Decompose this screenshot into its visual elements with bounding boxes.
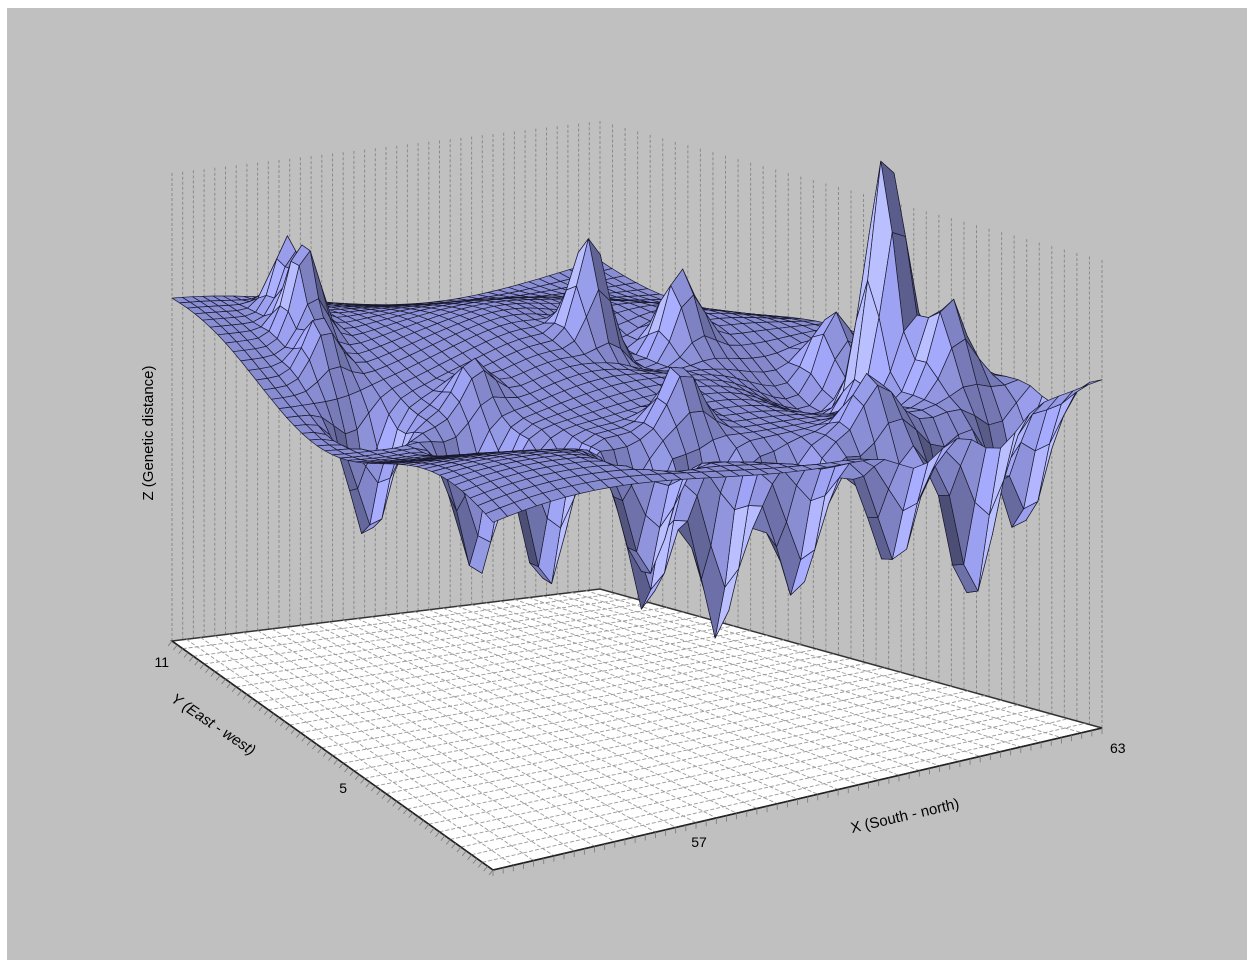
- y-axis-tick: [231, 686, 237, 693]
- floor-gridline: [268, 630, 751, 711]
- genetic-distance-surface: [171, 160, 1103, 639]
- y-axis-tick: [290, 728, 296, 735]
- floor-gridline: [414, 611, 839, 790]
- y-axis-tick: [365, 781, 371, 788]
- y-axis-tick: [338, 762, 344, 769]
- y-axis-tick: [199, 663, 205, 670]
- floor-gridline: [204, 602, 651, 665]
- y-axis-tick: [424, 823, 430, 830]
- floor-gridlines: [171, 590, 1103, 871]
- y-axis-tick: [205, 667, 210, 673]
- floor-gridline: [214, 607, 667, 672]
- floor-gridline: [182, 593, 617, 650]
- y-axis-tick: [280, 720, 285, 727]
- y-axis-tick: [226, 682, 232, 689]
- y-axis-tick: [429, 827, 435, 834]
- y-axis-tick: [328, 755, 333, 761]
- axis-ticks: [167, 640, 1103, 876]
- floor-gridline: [278, 634, 768, 718]
- y-axis-tick: [301, 736, 307, 742]
- y-axis-tick: [435, 831, 440, 838]
- y-axis-tick: [189, 656, 194, 662]
- y-axis-tick: [173, 644, 178, 651]
- y-axis-tick: [322, 751, 328, 757]
- surface-plot: 11 5 57 63 Y (East - west) X (South - no…: [140, 119, 1126, 876]
- plot-panel: 11 5 57 63 Y (East - west) X (South - no…: [7, 8, 1247, 960]
- y-axis-tick: [258, 705, 264, 712]
- y-axis-tick: [451, 843, 456, 849]
- y-axis-tick: [221, 678, 226, 685]
- floor-gridline: [193, 597, 634, 657]
- y-axis-tick: [194, 659, 200, 666]
- floor-gridline: [214, 635, 555, 857]
- y-axis-tick: [461, 850, 467, 857]
- y-axis-tick: [456, 846, 462, 853]
- z-axis-label: Z (Genetic distance): [140, 365, 157, 500]
- floor-gridline: [557, 593, 1042, 743]
- y-axis-tick: [237, 690, 242, 696]
- floor-gridline: [257, 625, 734, 703]
- x-axis-label: X (South - north): [849, 795, 961, 837]
- y-tick-label: 11: [154, 654, 169, 670]
- y-axis-tick: [263, 709, 269, 715]
- y-axis-tick: [360, 778, 365, 784]
- y-axis-tick: [215, 675, 221, 681]
- y-axis-label: Y (East - west): [168, 690, 259, 759]
- y-axis-tick: [376, 789, 381, 796]
- y-axis-tick: [274, 717, 280, 723]
- y-axis-tick: [408, 812, 414, 818]
- y-axis-tick: [467, 854, 472, 860]
- y-axis-tick: [440, 835, 446, 841]
- floor-gridline: [225, 611, 684, 680]
- floor-gridline: [428, 609, 859, 786]
- floor-gridline: [571, 592, 1062, 738]
- y-tick-label: 5: [339, 780, 347, 796]
- y-axis-tick: [296, 732, 301, 738]
- floor-gridline: [311, 648, 818, 741]
- y-axis-tick: [413, 816, 419, 822]
- floor-gridline: [442, 607, 879, 781]
- surface-cell: [1075, 379, 1103, 393]
- y-axis-tick: [312, 743, 317, 750]
- y-axis-tick: [354, 774, 360, 780]
- y-axis-tick: [210, 671, 216, 677]
- x-tick-label: 57: [691, 834, 707, 850]
- y-axis-tick: [477, 862, 483, 868]
- floor-gridline: [528, 597, 1001, 753]
- y-axis-tick: [445, 839, 451, 845]
- y-axis-tick: [178, 648, 184, 654]
- y-axis-tick: [419, 820, 424, 826]
- y-axis-tick: [242, 694, 248, 700]
- y-axis-tick: [488, 869, 494, 876]
- y-axis-tick: [269, 713, 274, 719]
- y-axis-tick: [381, 793, 387, 799]
- y-axis-tick: [472, 858, 478, 864]
- y-axis-tick: [247, 698, 253, 704]
- y-axis-tick: [349, 770, 355, 777]
- y-axis-tick: [344, 766, 349, 773]
- floor-gridline: [542, 595, 1021, 748]
- y-axis-tick: [387, 797, 392, 803]
- y-axis-tick: [285, 724, 291, 731]
- y-axis-tick: [403, 808, 408, 815]
- y-axis-tick: [253, 701, 258, 708]
- floor-gridline: [514, 598, 981, 757]
- y-axis-tick: [392, 801, 398, 807]
- y-axis-tick: [306, 739, 312, 746]
- y-axis-tick: [183, 652, 189, 658]
- x-tick-label: 63: [1110, 740, 1126, 756]
- y-axis-tick: [333, 759, 339, 765]
- y-axis-tick: [483, 865, 488, 872]
- y-axis-tick: [167, 640, 173, 647]
- y-axis-tick: [317, 747, 323, 754]
- floor-gridline: [585, 590, 1082, 734]
- surface-cell: [485, 507, 508, 523]
- y-axis-tick: [397, 804, 403, 811]
- y-axis-tick: [370, 785, 376, 792]
